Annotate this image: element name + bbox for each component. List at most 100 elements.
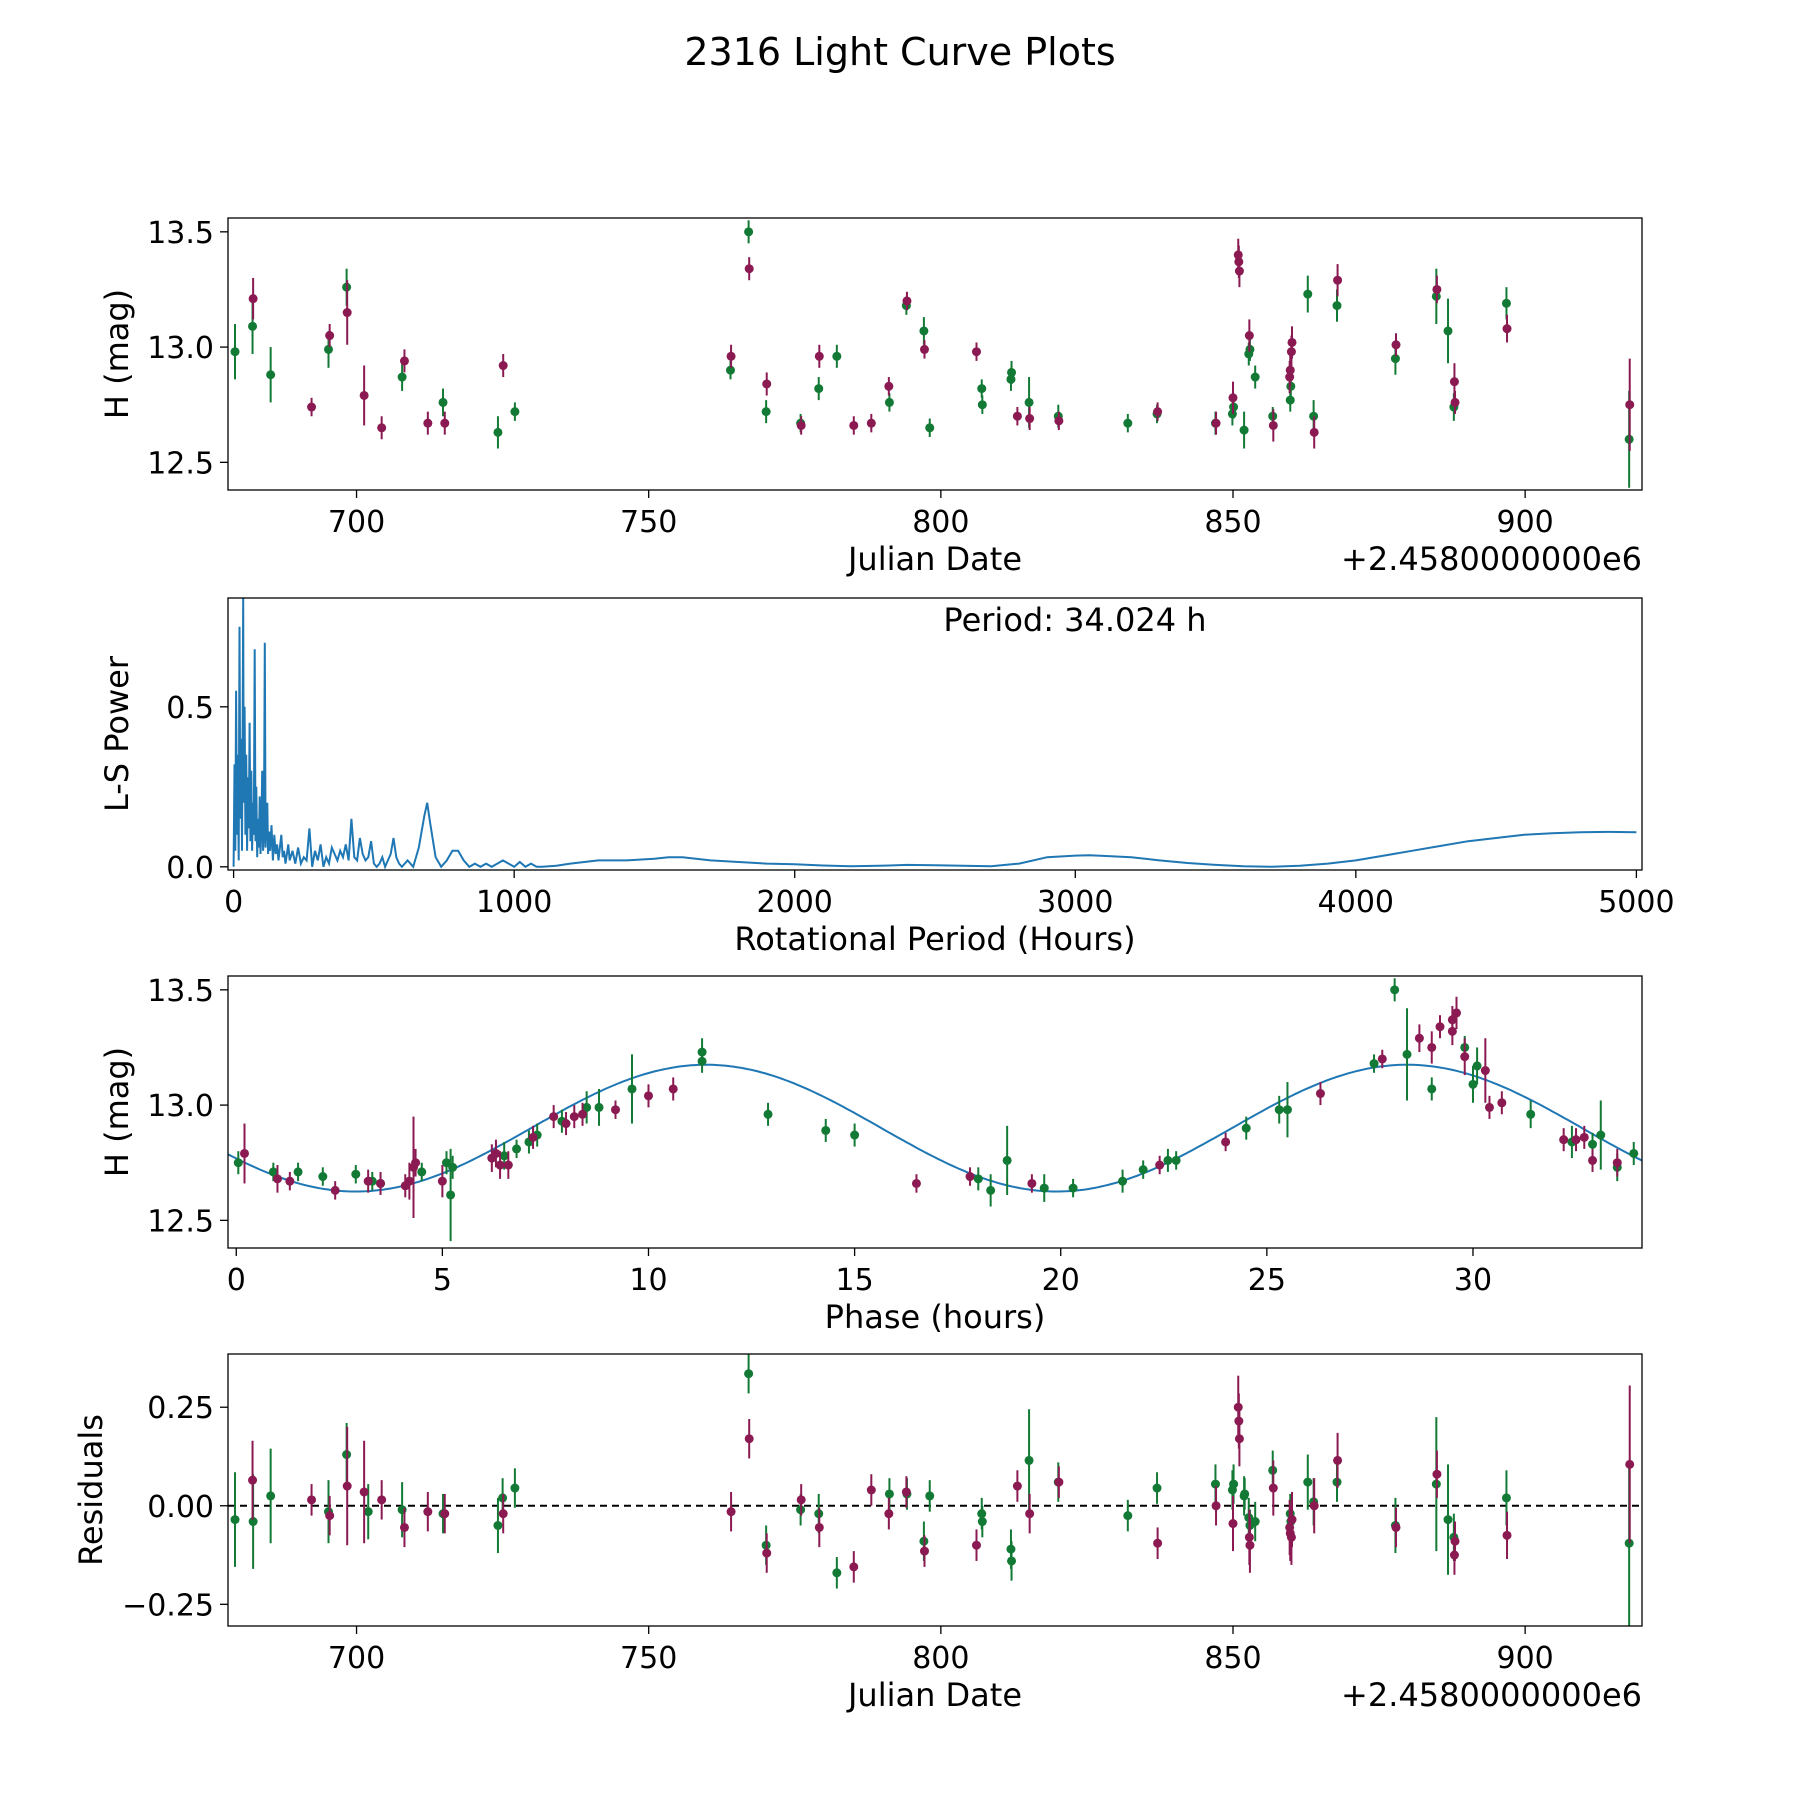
x-tick-label: 700 bbox=[328, 1641, 385, 1676]
data-point bbox=[510, 407, 520, 417]
data-point bbox=[1007, 1556, 1017, 1566]
data-point bbox=[1303, 289, 1313, 299]
data-point bbox=[1501, 298, 1511, 308]
panel-lightcurve: 700 750 800 850 900 12.5 13.0 13.5 Julian Date H … bbox=[98, 216, 1643, 578]
data-point bbox=[1285, 395, 1295, 405]
x-offset-label: +2.4580000000e6 bbox=[1341, 540, 1642, 578]
data-point bbox=[1526, 1109, 1536, 1119]
data-point bbox=[1451, 1008, 1461, 1018]
data-point bbox=[325, 1511, 335, 1521]
y-axis-label: L-S Power bbox=[98, 655, 136, 812]
y-tick-label: −0.25 bbox=[122, 1588, 214, 1623]
data-point bbox=[1588, 1139, 1598, 1149]
data-point bbox=[1390, 985, 1400, 995]
data-point bbox=[796, 1495, 806, 1505]
series-filter-green bbox=[233, 978, 1639, 1242]
data-point bbox=[1501, 1493, 1511, 1503]
data-point bbox=[1579, 1132, 1589, 1142]
data-point bbox=[1163, 1155, 1173, 1165]
data-point bbox=[1450, 397, 1460, 407]
x-tick-label: 750 bbox=[620, 1641, 677, 1676]
data-point bbox=[1282, 1105, 1292, 1115]
x-axis-label: Rotational Period (Hours) bbox=[734, 920, 1135, 958]
data-point bbox=[1484, 1102, 1494, 1112]
data-point bbox=[1211, 1501, 1221, 1511]
data-point bbox=[1228, 1519, 1238, 1529]
data-point bbox=[832, 351, 842, 361]
x-tick-label: 15 bbox=[836, 1263, 874, 1298]
data-point bbox=[248, 294, 258, 304]
x-tick-label: 10 bbox=[629, 1263, 667, 1298]
data-point bbox=[814, 1522, 824, 1532]
data-point bbox=[1309, 427, 1319, 437]
data-point bbox=[248, 1517, 258, 1527]
data-point bbox=[744, 264, 754, 274]
data-point bbox=[1391, 1522, 1401, 1532]
x-tick-label: 750 bbox=[620, 505, 677, 540]
data-point bbox=[363, 1176, 373, 1186]
data-point bbox=[884, 1489, 894, 1499]
data-point bbox=[1287, 337, 1297, 347]
data-point bbox=[977, 1517, 987, 1527]
data-point bbox=[1024, 397, 1034, 407]
x-tick-label: 0 bbox=[227, 1263, 246, 1298]
data-point bbox=[440, 418, 450, 428]
data-point bbox=[293, 1167, 303, 1177]
data-point bbox=[1153, 407, 1163, 417]
panel-periodogram: 0 1000 2000 3000 4000 5000 0.0 0.5 Rotational Pe… bbox=[98, 597, 1675, 958]
data-point bbox=[1054, 1477, 1064, 1487]
data-point bbox=[925, 423, 935, 433]
data-point bbox=[1502, 1530, 1512, 1540]
data-point bbox=[493, 1520, 503, 1530]
data-point bbox=[726, 351, 736, 361]
y-axis-label: H (mag) bbox=[98, 1047, 136, 1177]
data-point bbox=[697, 1047, 707, 1057]
data-point bbox=[821, 1125, 831, 1135]
data-point bbox=[1268, 420, 1278, 430]
data-point bbox=[1460, 1052, 1470, 1062]
data-point bbox=[1402, 1049, 1412, 1059]
subplot-container: 700 750 800 850 900 12.5 13.0 13.5 Julian Date H … bbox=[72, 216, 1675, 1714]
data-point bbox=[448, 1162, 458, 1172]
data-point bbox=[1432, 1469, 1442, 1479]
x-tick-label: 1000 bbox=[476, 885, 552, 920]
data-point bbox=[307, 1495, 317, 1505]
data-point bbox=[627, 1084, 637, 1094]
data-point bbox=[272, 1174, 282, 1184]
data-point bbox=[377, 423, 387, 433]
data-point bbox=[359, 1487, 369, 1497]
data-point bbox=[399, 1522, 409, 1532]
data-point bbox=[1245, 1540, 1255, 1550]
data-point bbox=[725, 365, 735, 375]
y-tick-label: 13.5 bbox=[147, 216, 214, 251]
data-point bbox=[1012, 1481, 1022, 1491]
data-point bbox=[919, 1546, 929, 1556]
data-point bbox=[1497, 1098, 1507, 1108]
data-point bbox=[342, 308, 352, 318]
figure-title: 2316 Light Curve Plots bbox=[684, 30, 1115, 74]
panel-phased: 0 5 10 15 20 25 30 12.5 13.0 13.5 Phase (hours) H (… bbox=[98, 974, 1643, 1336]
data-point bbox=[594, 1102, 604, 1112]
data-point bbox=[330, 1185, 340, 1195]
data-point bbox=[438, 397, 448, 407]
data-point bbox=[814, 351, 824, 361]
data-point bbox=[318, 1172, 328, 1182]
model-fit-curve bbox=[228, 1063, 1642, 1193]
data-point bbox=[902, 296, 912, 306]
data-point bbox=[1239, 425, 1249, 435]
series-filter-maroon bbox=[248, 238, 1635, 451]
data-point bbox=[423, 1507, 433, 1517]
data-point bbox=[342, 1481, 352, 1491]
data-point bbox=[266, 1491, 276, 1501]
data-point bbox=[491, 1148, 501, 1158]
data-point bbox=[307, 402, 317, 412]
data-point bbox=[1229, 1479, 1239, 1489]
data-point bbox=[323, 344, 333, 354]
data-point bbox=[1025, 414, 1035, 424]
data-point bbox=[884, 397, 894, 407]
data-point bbox=[1241, 1123, 1251, 1133]
data-point bbox=[1138, 1165, 1148, 1175]
data-point bbox=[849, 1562, 859, 1572]
x-tick-label: 3000 bbox=[1037, 885, 1113, 920]
